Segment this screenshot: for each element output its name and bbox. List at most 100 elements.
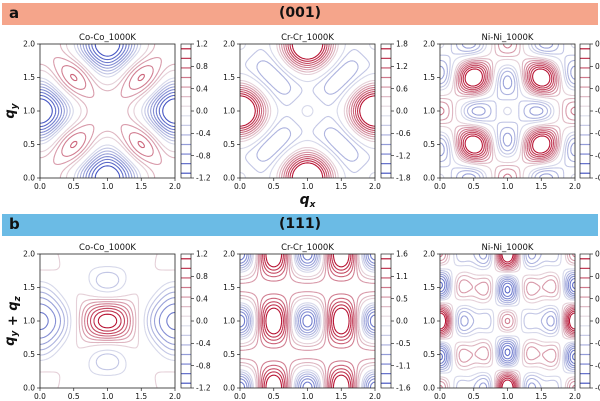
- colorbar-tick-label: 1.1: [396, 272, 408, 281]
- contour-level-line: [440, 254, 575, 388]
- contour-level-line: [240, 254, 375, 388]
- colorbar-tick-label: 0.5: [595, 62, 600, 71]
- y-tick-label: 1.0: [23, 107, 35, 116]
- y-tick-label: 0.5: [223, 350, 235, 359]
- contour-panel-b-2: Cr-Cr_1000K 0.0 0.5 1.0 1.5 2.0 0.0 0.5 1.0 1.5 2.…: [223, 243, 411, 401]
- contour-level-line: [97, 313, 118, 329]
- x-tick-label: 0.5: [268, 182, 280, 191]
- colorbar-frame: [380, 43, 392, 179]
- contour-level-line: [86, 305, 129, 337]
- colorbar-tick-label: -0.5: [396, 339, 411, 348]
- y-tick-label: 1.0: [23, 317, 35, 326]
- subplot-title: Ni-Ni_1000K: [482, 243, 534, 253]
- panel-b-letter: b: [9, 215, 20, 233]
- contour-level-line: [440, 254, 575, 388]
- contour-level-line: [464, 68, 551, 154]
- y-tick-label: 2.0: [23, 250, 35, 259]
- contour-lines: [240, 254, 375, 388]
- contour-lines: [40, 44, 175, 178]
- y-tick-label: 0.5: [423, 350, 435, 359]
- colorbar-tick-label: 0.6: [396, 84, 408, 93]
- contour-lines: [240, 44, 375, 178]
- x-tick-label: 0.0: [434, 182, 446, 191]
- contour-level-line: [263, 254, 352, 388]
- panel-a-banner: a (001): [2, 3, 598, 25]
- colorbar-tick-label: -1.2: [196, 384, 211, 393]
- contour-panel-a-2: Cr-Cr_1000K 0.0 0.5 1.0 1.5 2.0 0.0 0.5 1.0 1.5 2.…: [223, 33, 411, 210]
- x-tick-label: 0.0: [434, 392, 446, 401]
- x-axis-label: qx: [300, 192, 317, 210]
- colorbar-tick-label: 0.8: [196, 62, 208, 71]
- colorbar-tick-label: 0.2: [595, 294, 600, 303]
- contour-level-line: [240, 44, 375, 178]
- colorbar-tick-label: -0.7: [595, 384, 600, 393]
- y-tick-label: 1.0: [223, 107, 235, 116]
- contour-level-line: [240, 44, 375, 178]
- contour-level-line: [240, 254, 375, 388]
- y-tick-label: 2.0: [23, 40, 35, 49]
- contour-level-line: [460, 64, 555, 158]
- y-tick-label: 2.0: [223, 40, 235, 49]
- colorbar: 1.2 0.8 0.4 0.0 -0.4 -0.8 -1.2: [180, 250, 211, 393]
- contour-level-line: [440, 44, 575, 178]
- y-tick-label: 0.5: [223, 140, 235, 149]
- x-tick-label: 2.0: [569, 392, 581, 401]
- panel-b-title: (111): [278, 216, 322, 232]
- contour-level-line: [40, 44, 175, 178]
- contour-level-line: [240, 44, 375, 178]
- colorbar-tick-label: 0.4: [196, 84, 208, 93]
- contour-level-line: [462, 66, 553, 156]
- contour-level-line: [40, 291, 175, 351]
- contour-level-line: [244, 48, 371, 174]
- contour-level-line: [240, 44, 375, 178]
- contour-level-line: [40, 44, 175, 178]
- contour-level-line: [240, 254, 375, 388]
- colorbar-tick-label: -1.1: [396, 361, 411, 370]
- y-tick-label: 0.0: [223, 384, 235, 393]
- contour-level-line: [40, 44, 175, 178]
- x-tick-label: 1.5: [135, 392, 147, 401]
- y-tick-label: 0.5: [23, 350, 35, 359]
- contour-level-line: [240, 254, 375, 388]
- x-tick-label: 2.0: [169, 182, 181, 191]
- contour-level-line: [440, 275, 575, 367]
- contour-panel-a-1: Co-Co_1000K 0.0 0.5 1.0 1.5 2.0 0.0 0.5 1.0 1.5 2.…: [3, 33, 211, 191]
- x-tick-label: 2.0: [369, 182, 381, 191]
- colorbar-frame: [180, 43, 192, 179]
- contour-level-line: [40, 311, 175, 331]
- contour-level-line: [440, 44, 575, 178]
- contour-panel-b-3: Ni-Ni_1000K 0.0 0.5 1.0 1.5 2.0 0.0 0.5 1.0 1.5 2.…: [423, 243, 600, 401]
- x-tick-label: 1.0: [502, 392, 514, 401]
- x-tick-label: 0.0: [34, 392, 46, 401]
- contour-level-line: [240, 44, 375, 178]
- contour-lines: [440, 254, 575, 388]
- contour-level-line: [40, 44, 175, 178]
- x-tick-label: 2.0: [169, 392, 181, 401]
- colorbar-frame: [380, 253, 392, 389]
- colorbar-tick-label: -1.2: [196, 174, 211, 183]
- x-tick-label: 1.5: [335, 392, 347, 401]
- contour-level-line: [440, 254, 575, 388]
- contour-level-line: [40, 44, 175, 178]
- y-axis-label: qy: [3, 102, 20, 118]
- plot-frame: [439, 253, 576, 389]
- contour-level-line: [240, 44, 375, 178]
- colorbar-tick-label: 0.0: [595, 317, 600, 326]
- y-tick-label: 1.5: [423, 73, 435, 82]
- colorbar-frame: [579, 253, 591, 389]
- x-tick-label: 1.5: [535, 392, 547, 401]
- contour-level-line: [440, 277, 575, 365]
- contour-level-line: [440, 254, 575, 388]
- contour-level-line: [440, 254, 575, 388]
- x-tick-label: 2.0: [569, 182, 581, 191]
- x-tick-label: 1.0: [302, 392, 314, 401]
- contour-panel-b-1: Co-Co_1000K 0.0 0.5 1.0 1.5 2.0 0.0 0.5 1.0 1.5 2.…: [3, 243, 211, 401]
- contour-level-line: [240, 44, 375, 178]
- colorbar-tick-label: 0.8: [196, 272, 208, 281]
- y-tick-label: 2.0: [423, 250, 435, 259]
- x-tick-label: 0.5: [68, 392, 80, 401]
- contour-level-line: [53, 56, 162, 166]
- colorbar-tick-label: -0.5: [595, 361, 600, 370]
- y-tick-label: 1.0: [423, 317, 435, 326]
- contour-level-line: [93, 310, 122, 332]
